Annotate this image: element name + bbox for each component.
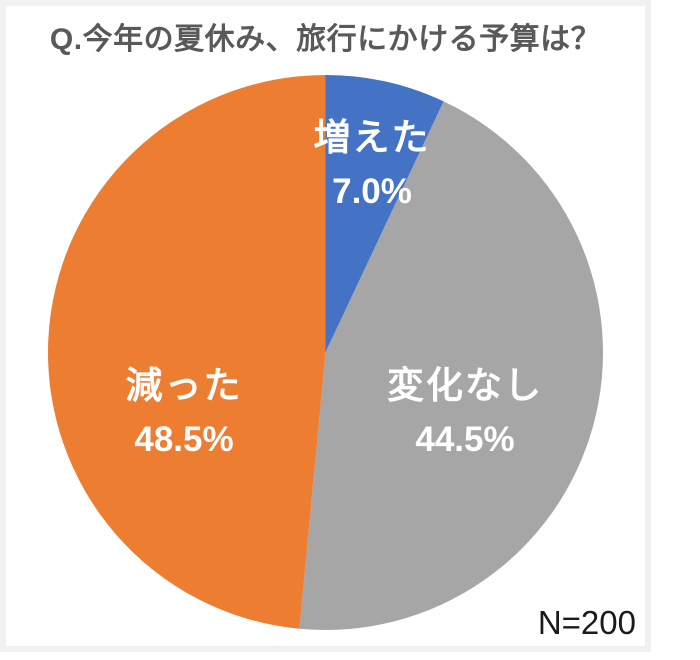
chart-title: Q.今年の夏休み、旅行にかける予算は？ — [49, 23, 602, 56]
slice-value-decreased: 48.5% — [134, 420, 234, 459]
slice-name-unchanged: 変化なし — [387, 365, 543, 406]
slice-value-unchanged: 44.5% — [415, 420, 515, 459]
slice-value-increased: 7.0% — [332, 172, 412, 211]
slice-name-decreased: 減った — [125, 365, 243, 406]
pie-slice-unchanged — [299, 101, 603, 630]
slice-label-decreased: 減った 48.5% — [126, 359, 243, 467]
sample-size-note: N=200 — [537, 604, 636, 641]
slice-label-increased: 増えた 7.0% — [314, 111, 431, 219]
slice-label-unchanged: 変化なし 44.5% — [387, 359, 543, 467]
slice-name-increased: 増えた — [313, 117, 431, 158]
pie-slice-increased — [325, 75, 444, 353]
pie-slice-decreased — [48, 75, 326, 629]
